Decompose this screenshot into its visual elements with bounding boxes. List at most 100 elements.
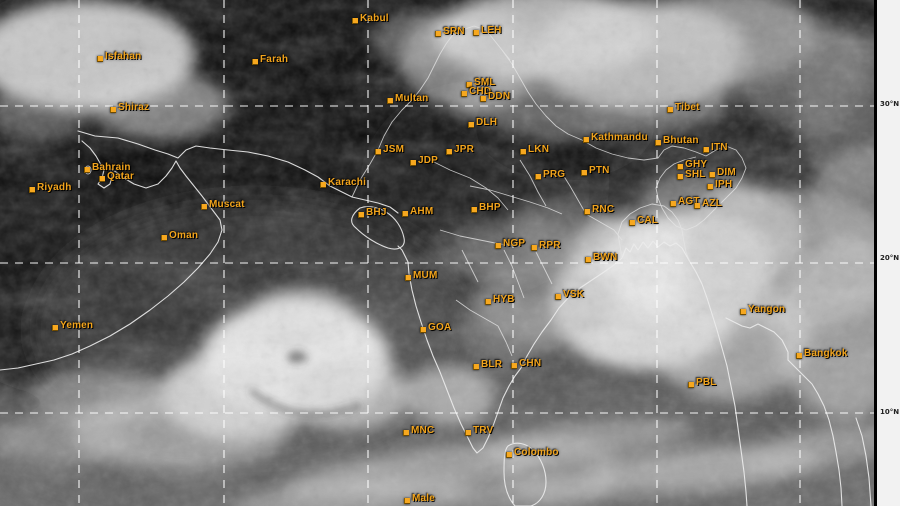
station-label-text: PRG [543,169,566,180]
map-label-trv: TRV [465,426,493,436]
station-label-text: JSM [383,144,405,155]
station-marker-icon [677,164,683,170]
map-label-cal: CAL [629,216,658,226]
station-marker-icon [670,201,676,207]
map-label-karachi: Karachi [320,178,366,188]
map-label-rnc: RNC [584,205,614,215]
station-marker-icon [506,452,512,458]
station-label-text: LEH [481,25,502,36]
station-marker-icon [629,220,635,226]
station-marker-icon [84,167,90,173]
map-label-bangkok: Bangkok [796,349,848,359]
station-marker-icon [110,107,116,113]
map-label-agt: AGT [670,197,700,207]
station-label-text: Multan [395,93,429,104]
map-label-colombo: Colombo [506,448,559,458]
map-label-multan: Multan [387,94,428,104]
station-marker-icon [480,96,486,102]
station-marker-icon [694,203,700,209]
station-label-text: Isfahan [105,51,142,62]
station-marker-icon [495,243,501,249]
station-marker-icon [420,327,426,333]
station-label-text: CAL [637,215,659,226]
station-label-text: TRV [473,425,494,436]
station-marker-icon [52,325,58,331]
station-label-text: Colombo [514,447,559,458]
map-label-muscat: Muscat [201,200,245,210]
map-label-yemen: Yemen [52,321,93,331]
station-label-text: Karachi [328,177,367,188]
station-marker-icon [555,294,561,300]
station-marker-icon [520,149,526,155]
map-label-jdp: JDP [410,156,438,166]
station-label-text: SRN [443,26,465,37]
station-marker-icon [535,174,541,180]
latitude-margin: 30°N 20°N 10°N [874,0,900,506]
map-label-shl: SHL [677,170,706,180]
map-label-isfahan: Isfahan [97,52,141,62]
station-label-text: AGT [678,196,700,207]
map-label-dlh: DLH [468,118,497,128]
station-label-text: AZL [702,198,723,209]
station-marker-icon [435,31,441,37]
map-label-itn: ITN [703,143,728,153]
station-marker-icon [584,209,590,215]
station-label-text: Farah [260,54,289,65]
station-label-text: Yangon [748,304,786,315]
map-label-qatar: Qatar [99,172,134,182]
station-marker-icon [375,149,381,155]
latitude-label: 20°N [880,254,900,262]
station-marker-icon [446,149,452,155]
station-label-text: Male [412,493,436,504]
map-label-pbl: PBL [688,378,717,388]
map-label-hyb: HYB [485,295,515,305]
map-label-ghy: GHY [677,160,707,170]
map-label-riyadh: Riyadh [29,183,72,193]
station-label-text: SHL [685,169,706,180]
station-label-text: Kabul [360,13,389,24]
station-marker-icon [655,140,661,146]
map-label-jsm: JSM [375,145,404,155]
station-marker-icon [688,382,694,388]
station-marker-icon [581,170,587,176]
station-label-text: PBL [696,377,717,388]
map-label-yangon: Yangon [740,305,785,315]
station-marker-icon [667,107,673,113]
station-label-text: AHM [410,206,434,217]
map-label-male: Male [404,494,435,504]
station-marker-icon [485,299,491,305]
station-label-text: MNC [411,425,435,436]
station-label-text: CHD [469,86,492,97]
station-marker-icon [796,353,802,359]
station-label-text: IPH [715,179,733,190]
station-marker-icon [410,160,416,166]
station-label-text: Qatar [107,171,135,182]
station-marker-icon [531,245,537,251]
station-marker-icon [585,257,591,263]
map-label-leh: LEH [473,26,502,36]
station-label-text: JPR [454,144,475,155]
station-marker-icon [677,174,683,180]
station-marker-icon [387,98,393,104]
map-label-bahrain: Bahrain [84,163,131,173]
latitude-label: 10°N [880,408,900,416]
station-label-text: DLH [476,117,498,128]
latitude-label: 30°N [880,100,900,108]
map-label-ngp: NGP [495,239,525,249]
map-label-blr: BLR [473,360,502,370]
station-label-text: Bhutan [663,135,699,146]
map-label-sml: SML [466,78,496,88]
station-marker-icon [404,498,410,504]
station-marker-icon [405,275,411,281]
map-label-chd: CHD [461,87,491,97]
station-label-text: DIM [717,167,736,178]
station-marker-icon [252,59,258,65]
station-label-text: GOA [428,322,452,333]
station-label-text: RNC [592,204,615,215]
station-marker-icon [201,204,207,210]
map-label-vsk: VSK [555,290,584,300]
station-marker-icon [583,137,589,143]
map-label-ddn: DDN [480,92,510,102]
